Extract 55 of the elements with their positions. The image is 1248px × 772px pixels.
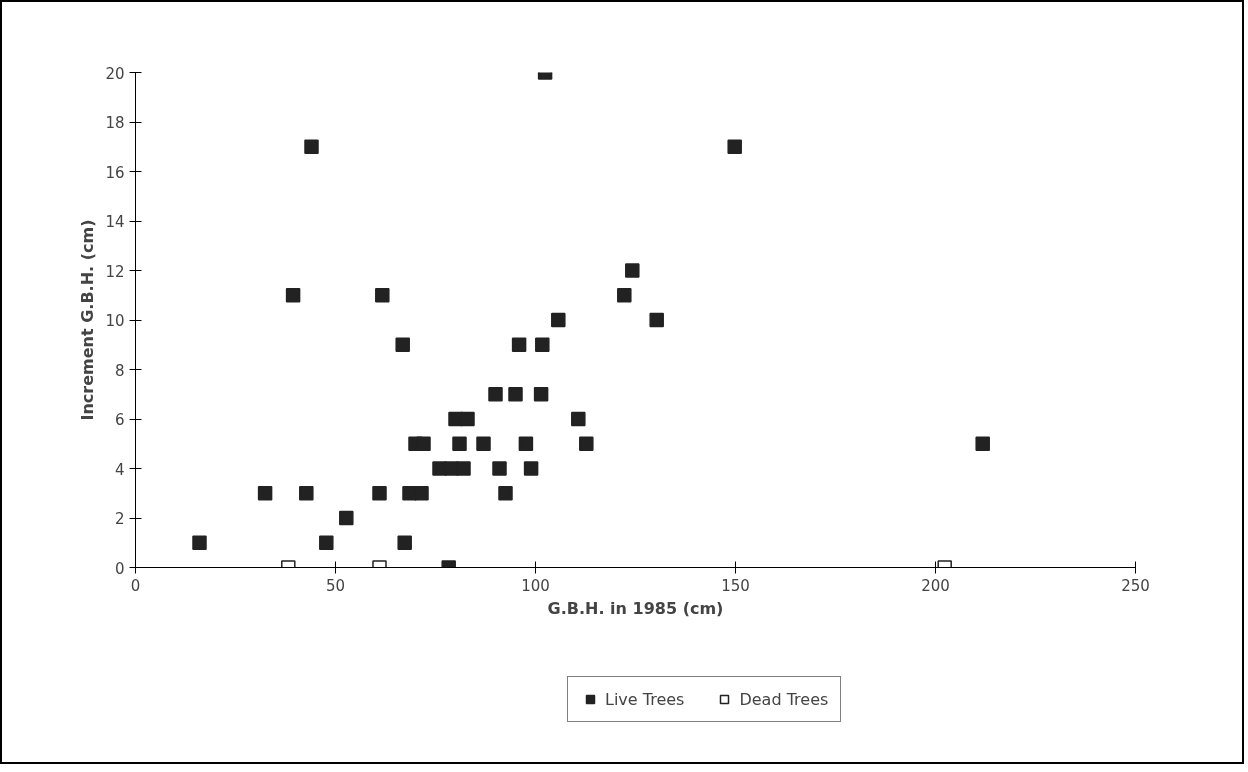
point bbox=[285, 288, 301, 303]
point bbox=[460, 411, 475, 427]
y-tick-label: 4 bbox=[114, 460, 125, 479]
point bbox=[476, 436, 491, 451]
y-tick-label: 14 bbox=[105, 213, 125, 231]
point bbox=[304, 139, 319, 154]
x-tick-label: 100 bbox=[521, 576, 550, 595]
point bbox=[397, 535, 412, 550]
point bbox=[975, 436, 990, 451]
point bbox=[192, 535, 207, 550]
point bbox=[727, 139, 742, 154]
point bbox=[649, 312, 664, 328]
x-tick-label: 150 bbox=[721, 576, 750, 595]
point bbox=[498, 486, 513, 501]
y-tick-label: 12 bbox=[105, 262, 125, 281]
point bbox=[508, 387, 523, 402]
point bbox=[533, 387, 549, 402]
point bbox=[535, 337, 550, 352]
point bbox=[414, 486, 429, 501]
x-axis-title: G.B.H. in 1985 (cm) bbox=[547, 598, 724, 618]
point bbox=[617, 288, 632, 303]
y-tick-label: 10 bbox=[105, 312, 125, 330]
point bbox=[523, 461, 539, 476]
y-tick-label: 20 bbox=[105, 64, 125, 83]
point bbox=[395, 337, 410, 352]
point bbox=[257, 486, 273, 501]
y-tick-label: 2 bbox=[114, 510, 125, 528]
point bbox=[299, 486, 314, 501]
y-axis-title: Increment G.B.H. (cm) bbox=[78, 219, 98, 421]
point bbox=[511, 337, 527, 352]
point bbox=[625, 263, 640, 278]
y-tick-label: 18 bbox=[105, 114, 125, 132]
y-tick-label: 16 bbox=[105, 163, 125, 182]
point bbox=[375, 288, 390, 303]
y-tick-label: 0 bbox=[114, 559, 125, 578]
point bbox=[571, 411, 586, 427]
y-tick-label: 6 bbox=[114, 411, 125, 429]
point bbox=[456, 461, 471, 476]
x-tick-label: 50 bbox=[325, 576, 346, 595]
legend-label: Live Trees bbox=[605, 689, 685, 709]
point bbox=[319, 535, 334, 550]
point bbox=[492, 461, 507, 476]
legend-label: Dead Trees bbox=[739, 689, 829, 709]
x-tick-label: 0 bbox=[130, 576, 141, 595]
point bbox=[518, 436, 534, 451]
point bbox=[551, 312, 566, 328]
point bbox=[579, 436, 594, 451]
y-tick-label: 8 bbox=[114, 361, 125, 380]
point bbox=[372, 486, 387, 501]
point bbox=[416, 436, 431, 451]
point bbox=[452, 436, 467, 451]
x-tick-label: 200 bbox=[921, 576, 950, 595]
point bbox=[488, 387, 503, 402]
x-tick-label: 250 bbox=[1121, 576, 1150, 595]
point bbox=[339, 510, 354, 526]
